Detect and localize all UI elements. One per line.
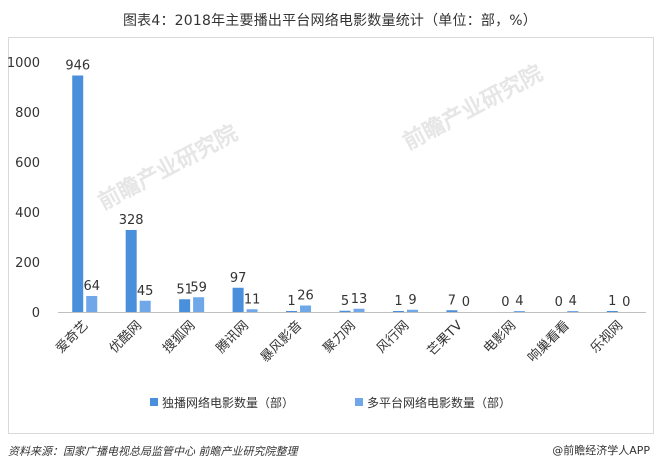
data-label: 51 bbox=[176, 282, 193, 297]
category-label: 芒果TV bbox=[424, 317, 466, 359]
brand-credit: @前瞻经济学人APP bbox=[552, 444, 650, 457]
bar-multiplatform bbox=[246, 309, 258, 312]
data-label: 59 bbox=[190, 280, 207, 295]
y-tick-label: 1000 bbox=[7, 56, 40, 71]
y-tick-label: 0 bbox=[32, 306, 40, 321]
bar-multiplatform bbox=[513, 311, 525, 312]
data-label: 13 bbox=[351, 292, 368, 307]
bar-multiplatform bbox=[567, 311, 579, 312]
data-label: 11 bbox=[244, 292, 261, 307]
bar-multiplatform bbox=[353, 308, 365, 312]
bar-exclusive bbox=[339, 310, 351, 312]
bar-multiplatform bbox=[300, 305, 312, 312]
bar-exclusive bbox=[72, 75, 84, 312]
legend-label: 独播网络电影数量（部） bbox=[162, 395, 294, 410]
data-label: 946 bbox=[65, 59, 90, 74]
data-label: 328 bbox=[119, 213, 144, 228]
category-label: 聚力网 bbox=[321, 318, 359, 356]
category-label: 搜狐网 bbox=[160, 318, 198, 356]
data-label: 0 bbox=[501, 295, 509, 310]
bar-exclusive bbox=[286, 311, 298, 312]
data-label: 0 bbox=[555, 295, 563, 310]
data-label: 45 bbox=[137, 284, 154, 299]
bar-exclusive bbox=[232, 287, 244, 312]
category-label: 爱奇艺 bbox=[53, 318, 92, 357]
data-label: 1 bbox=[394, 294, 402, 309]
data-label: 26 bbox=[297, 289, 314, 304]
data-label: 9 bbox=[408, 293, 416, 308]
data-label: 1 bbox=[287, 294, 295, 309]
bar-multiplatform bbox=[139, 300, 151, 312]
y-tick-label: 400 bbox=[15, 206, 40, 221]
category-label: 响巢看看 bbox=[525, 318, 573, 366]
bar-multiplatform bbox=[406, 309, 418, 312]
data-label: 64 bbox=[83, 279, 100, 294]
chart-frame bbox=[8, 37, 654, 434]
data-label: 0 bbox=[462, 295, 470, 310]
bar-exclusive bbox=[392, 311, 404, 312]
category-label: 风行网 bbox=[374, 318, 412, 356]
data-label: 0 bbox=[622, 295, 630, 310]
category-label: 乐视网 bbox=[588, 318, 626, 356]
data-label: 97 bbox=[230, 271, 247, 286]
bar-exclusive bbox=[606, 311, 618, 312]
bar-multiplatform bbox=[86, 296, 98, 312]
legend-label: 多平台网络电影数量（部） bbox=[367, 395, 511, 410]
category-label: 优酷网 bbox=[107, 318, 145, 356]
category-label: 电影网 bbox=[481, 318, 519, 356]
data-label: 1 bbox=[608, 294, 616, 309]
chart-title: 图表4：2018年主要播出平台网络电影数量统计（单位：部，%） bbox=[122, 13, 538, 29]
y-tick-label: 800 bbox=[15, 106, 40, 121]
source-note: 资料来源：国家广播电视总局监管中心 前瞻产业研究院整理 bbox=[8, 445, 298, 458]
data-label: 7 bbox=[448, 293, 456, 308]
data-label: 4 bbox=[569, 294, 577, 309]
bar-multiplatform bbox=[193, 297, 205, 312]
y-tick-label: 600 bbox=[15, 156, 40, 171]
category-label: 腾讯网 bbox=[213, 318, 252, 357]
bar-exclusive bbox=[179, 299, 191, 312]
data-label: 4 bbox=[515, 294, 523, 309]
category-label: 暴风影音 bbox=[257, 318, 305, 366]
y-tick-label: 200 bbox=[15, 256, 40, 271]
bar-exclusive bbox=[125, 230, 137, 312]
legend-swatch bbox=[150, 398, 158, 406]
data-label: 5 bbox=[341, 294, 349, 309]
legend-swatch bbox=[355, 398, 363, 406]
bar-exclusive bbox=[446, 310, 458, 312]
